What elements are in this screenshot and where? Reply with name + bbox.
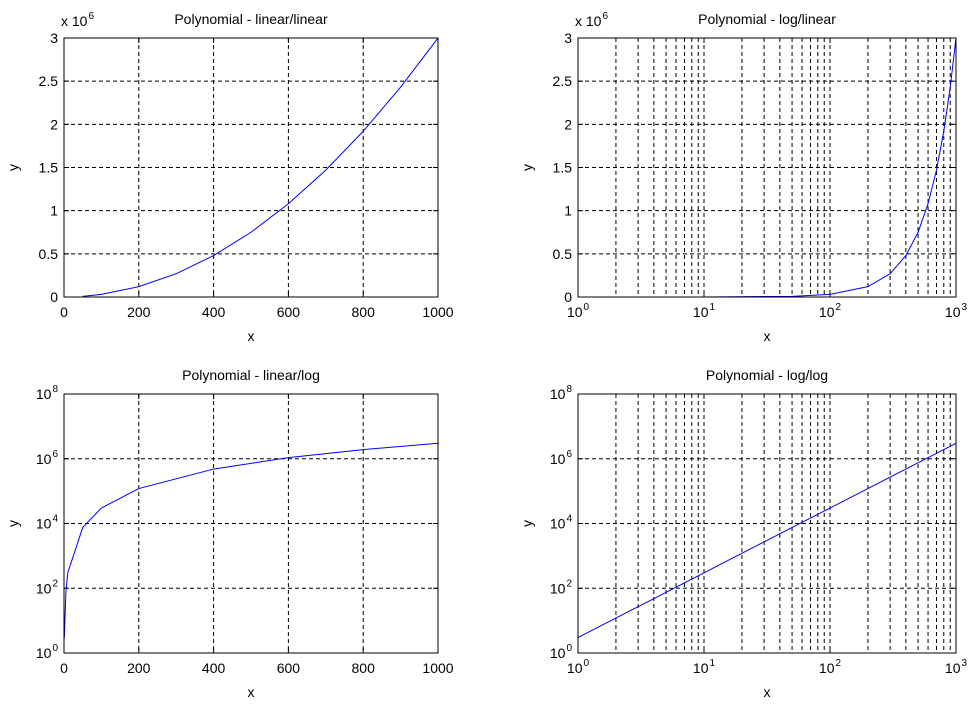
grid <box>578 394 956 653</box>
y-tick-label: 106 <box>36 449 59 467</box>
chart-title: Polynomial - log/log <box>706 367 828 383</box>
x-tick-label: 600 <box>277 660 301 676</box>
y-tick-label: 2.5 <box>39 73 59 89</box>
series-line-1 <box>578 38 956 297</box>
y-axis-label: y <box>5 164 21 171</box>
y-tick-label: 2 <box>50 116 58 132</box>
y-tick-label: 0 <box>564 289 572 305</box>
x-tick-label: 0 <box>60 660 68 676</box>
x-tick-label: 101 <box>693 302 716 320</box>
y-tick-label: 2.5 <box>553 73 573 89</box>
y-tick-label: 102 <box>36 578 59 596</box>
subplot-2: 100 101 102 103 0 0.5 1 1.5 2 2.5 3x 106 Polynomial… <box>519 11 968 344</box>
x-tick-label: 600 <box>277 304 301 320</box>
y-axis-label: y <box>519 520 535 527</box>
y-tick-label: 3 <box>564 30 572 46</box>
x-tick-label: 0 <box>60 304 68 320</box>
y-tick-label: 108 <box>550 384 573 402</box>
x-tick-label: 101 <box>693 658 716 676</box>
x-tick-label: 102 <box>819 302 842 320</box>
y-tick-label: 104 <box>550 514 573 532</box>
chart-title: Polynomial - log/linear <box>698 11 836 27</box>
x-tick-label: 103 <box>945 302 968 320</box>
x-axis-label: x <box>764 328 771 344</box>
y-tick-label: 3 <box>50 30 58 46</box>
series-line-1 <box>64 442 438 638</box>
y-tick-label: 0.5 <box>39 246 59 262</box>
y-axis-label: y <box>5 520 21 527</box>
x-tick-label: 100 <box>567 658 590 676</box>
subplot-3: 0 200 400 600 800 1000 100 102 104 106 108 Polynomi… <box>5 367 454 700</box>
x-tick-label: 200 <box>127 304 151 320</box>
chart-title: Polynomial - linear/log <box>182 367 320 383</box>
y-tick-label: 0.5 <box>553 246 573 262</box>
y-multiplier-label: x 106 <box>61 11 94 29</box>
y-multiplier-label: x 106 <box>575 11 608 29</box>
x-tick-label: 400 <box>202 304 226 320</box>
grid <box>64 38 438 297</box>
y-tick-label: 1 <box>564 203 572 219</box>
grid <box>578 38 956 297</box>
y-tick-label: 106 <box>550 449 573 467</box>
series-line-1 <box>578 442 956 638</box>
x-tick-label: 800 <box>352 660 376 676</box>
x-tick-label: 102 <box>819 658 842 676</box>
y-tick-label: 102 <box>550 578 573 596</box>
chart-title: Polynomial - linear/linear <box>174 11 328 27</box>
x-tick-label: 1000 <box>422 304 453 320</box>
x-axis-label: x <box>764 684 771 700</box>
grid <box>64 394 438 653</box>
y-tick-label: 108 <box>36 384 59 402</box>
x-axis-label: x <box>248 684 255 700</box>
series-line-1 <box>82 38 438 297</box>
x-axis-label: x <box>248 328 255 344</box>
y-tick-label: 1.5 <box>553 160 573 176</box>
y-axis-label: y <box>519 164 535 171</box>
y-tick-label: 104 <box>36 514 59 532</box>
y-tick-label: 1.5 <box>39 160 59 176</box>
x-tick-label: 400 <box>202 660 226 676</box>
x-tick-label: 200 <box>127 660 151 676</box>
x-tick-label: 800 <box>352 304 376 320</box>
x-tick-label: 100 <box>567 302 590 320</box>
subplot-4: 100 101 102 103 100 102 104 106 108 Polynomial - … <box>519 367 968 700</box>
y-tick-label: 0 <box>50 289 58 305</box>
x-tick-label: 1000 <box>422 660 453 676</box>
x-tick-label: 103 <box>945 658 968 676</box>
y-tick-label: 100 <box>550 643 573 661</box>
subplot-1: 0 200 400 600 800 1000 0 0.5 1 1.5 2 2.5 3x 106 Polyn… <box>5 11 454 344</box>
y-tick-label: 2 <box>564 116 572 132</box>
y-tick-label: 100 <box>36 643 59 661</box>
y-tick-label: 1 <box>50 203 58 219</box>
